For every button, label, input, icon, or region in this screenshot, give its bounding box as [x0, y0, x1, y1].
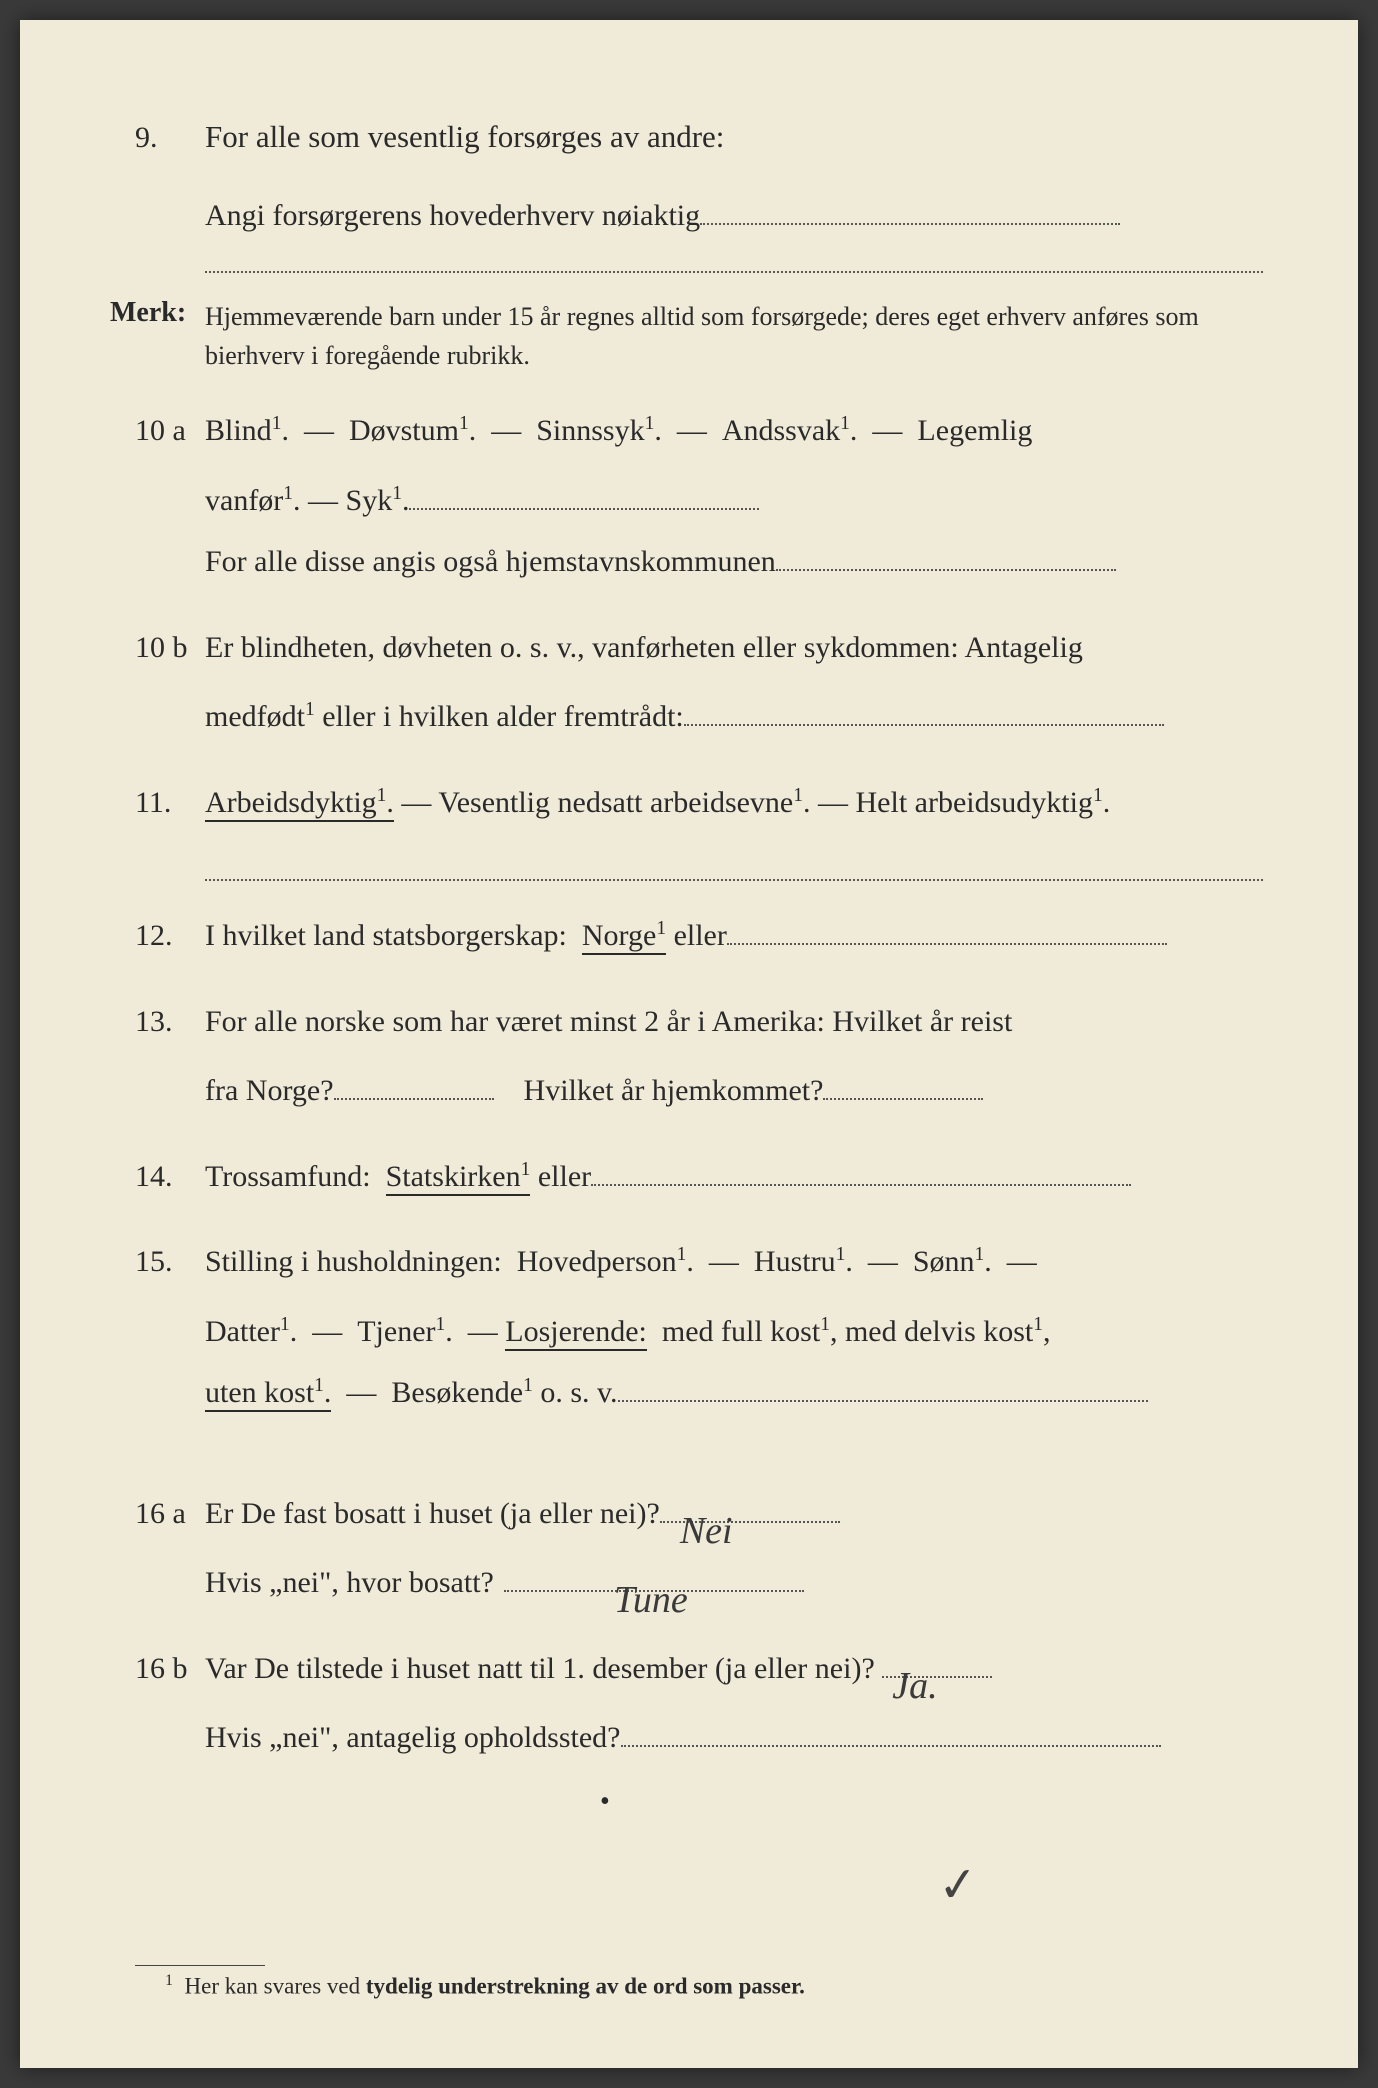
q16a-answer1: Nei: [680, 1493, 733, 1571]
footnote-text: 1 Her kan svares ved tydelig understrekn…: [165, 1972, 805, 2000]
q15-number: 15.: [135, 1245, 205, 1279]
checkmark: ✓: [935, 1855, 980, 1914]
q16b-q2: Hvis „nei", antagelig opholdssted?: [205, 1707, 1263, 1769]
q9-title: For alle som vesentlig forsørges av andr…: [205, 110, 1263, 164]
q11-number: 11.: [135, 786, 205, 820]
q12-number: 12.: [135, 919, 205, 953]
question-16b: 16 b Var De tilstede i huset natt til 1.…: [135, 1638, 1263, 1769]
question-16a: 16 a Er De fast bosatt i huset (ja eller…: [135, 1483, 1263, 1614]
census-form-page: 9. For alle som vesentlig forsørges av a…: [20, 20, 1358, 2068]
question-10a: 10 a Blind1. — Døvstum1. — Sinnssyk1. — …: [135, 400, 1263, 593]
q14-number: 14.: [135, 1160, 205, 1194]
q14-text: Trossamfund: Statskirken1 eller: [205, 1146, 1263, 1208]
q15-selected-2: uten kost1.: [205, 1376, 331, 1412]
q15-line2: Datter1. — Tjener1. — Losjerende: med fu…: [205, 1301, 1263, 1363]
question-15: 15. Stilling i husholdningen: Hovedperso…: [135, 1231, 1263, 1424]
q9-blank-line: [205, 253, 1263, 273]
q16a-answer2: Tune: [614, 1562, 688, 1640]
question-10b: 10 b Er blindheten, døvheten o. s. v., v…: [135, 617, 1263, 748]
q9-number: 9.: [135, 121, 205, 155]
q14-selected: Statskirken1: [386, 1160, 531, 1196]
q11-selected: Arbeidsdyktig1.: [205, 786, 394, 822]
q10a-line2: For alle disse angis også hjemstavnskomm…: [205, 531, 1263, 593]
q12-text: I hvilket land statsborgerskap: Norge1 e…: [205, 905, 1263, 967]
merk-note: Merk: Hjemmeværende barn under 15 år reg…: [135, 297, 1263, 375]
q10b-number: 10 b: [135, 631, 205, 665]
center-dot: •: [600, 1786, 610, 1818]
q12-selected: Norge1: [582, 919, 666, 955]
q10a-number: 10 a: [135, 414, 205, 448]
q9-subtitle: Angi forsørgerens hovederhverv nøiaktig: [205, 190, 1263, 241]
q16b-number: 16 b: [135, 1652, 205, 1686]
q15-selected-1: Losjerende:: [505, 1315, 647, 1351]
q16a-number: 16 a: [135, 1497, 205, 1531]
q13-line1: For alle norske som har været minst 2 år…: [205, 991, 1263, 1053]
q16b-q1: Var De tilstede i huset natt til 1. dese…: [205, 1638, 1263, 1700]
question-13: 13. For alle norske som har været minst …: [135, 991, 1263, 1122]
q16b-answer1: Ja.: [892, 1648, 937, 1726]
merk-label: Merk:: [110, 297, 205, 329]
q15-line3: uten kost1. — Besøkende1 o. s. v.: [205, 1362, 1263, 1424]
question-9: 9. For alle som vesentlig forsørges av a…: [135, 110, 1263, 273]
q11-options: Arbeidsdyktig1. — Vesentlig nedsatt arbe…: [205, 772, 1263, 834]
q13-number: 13.: [135, 1005, 205, 1039]
question-11: 11. Arbeidsdyktig1. — Vesentlig nedsatt …: [135, 772, 1263, 882]
q16a-q1: Er De fast bosatt i huset (ja eller nei)…: [205, 1483, 1263, 1545]
question-14: 14. Trossamfund: Statskirken1 eller: [135, 1146, 1263, 1208]
q11-blank: [205, 861, 1263, 881]
q10b-text-cont: medfødt1 eller i hvilken alder fremtrådt…: [205, 686, 1263, 748]
merk-text: Hjemmeværende barn under 15 år regnes al…: [205, 297, 1263, 375]
q15-line1: Stilling i husholdningen: Hovedperson1. …: [205, 1231, 1263, 1293]
q10a-options: Blind1. — Døvstum1. — Sinnssyk1. — Andss…: [205, 400, 1263, 462]
question-12: 12. I hvilket land statsborgerskap: Norg…: [135, 905, 1263, 967]
q10b-text: Er blindheten, døvheten o. s. v., vanfør…: [205, 617, 1263, 679]
q13-line2: fra Norge? Hvilket år hjemkommet?: [205, 1060, 1263, 1122]
q16a-q2: Hvis „nei", hvor bosatt?Tune: [205, 1552, 1263, 1614]
q10a-options-cont: vanfør1. — Syk1.: [205, 470, 1263, 532]
